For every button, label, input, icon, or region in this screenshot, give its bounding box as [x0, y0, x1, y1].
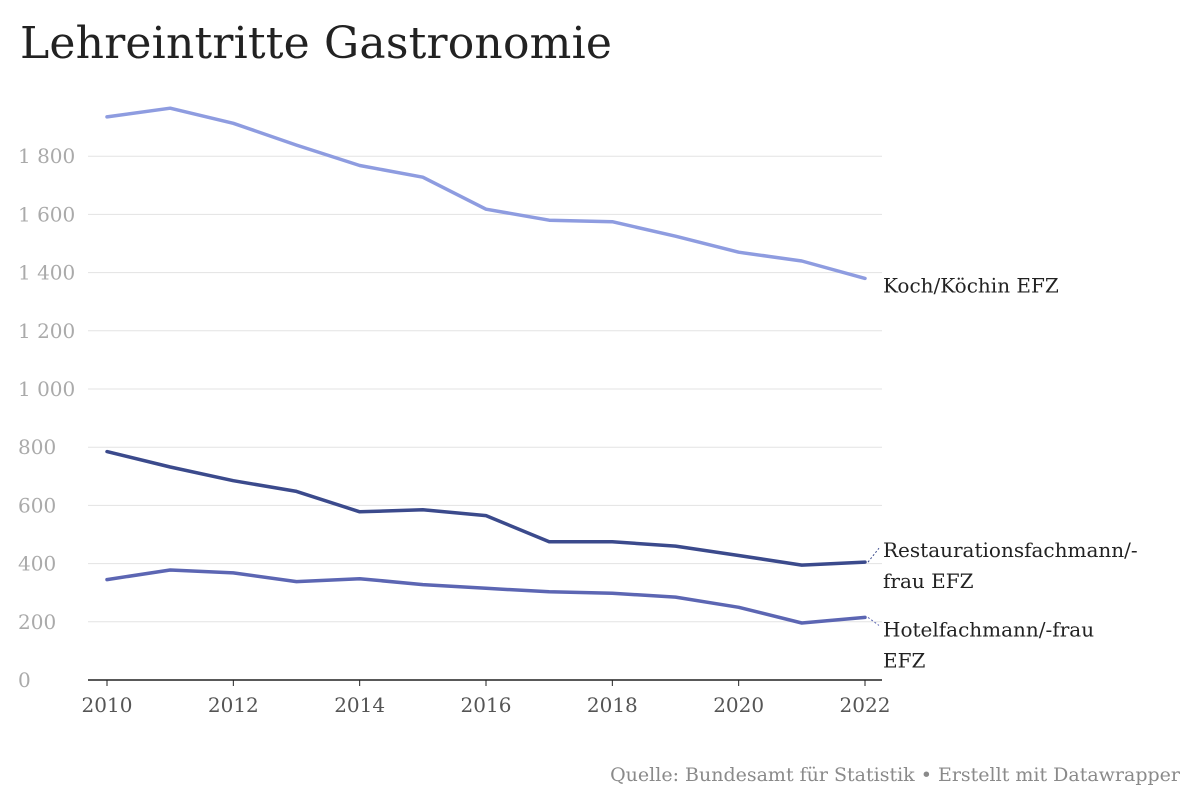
x-axis-ticks: 2010 2012 2014 2016 2018 2020 2022	[82, 680, 891, 717]
chart-title: Lehreintritte Gastronomie	[20, 18, 613, 69]
y-tick-label: 1 400	[18, 261, 75, 285]
x-tick-label: 2020	[713, 693, 764, 717]
series-line-1	[105, 449, 867, 567]
y-tick-label: 200	[18, 610, 56, 634]
gridlines	[88, 155, 882, 681]
series-label: Hotelfachmann/-frau	[883, 617, 1094, 641]
series-label: Restaurationsfachmann/-	[883, 538, 1138, 562]
y-axis-ticks: 0 200 400 600 800 1 000 1 200 1 400 1 600 1 800	[18, 144, 75, 692]
y-tick-label: 1 200	[18, 319, 75, 343]
y-tick-label: 400	[18, 552, 56, 576]
y-tick-label: 600	[18, 493, 56, 517]
label-leader-line	[867, 547, 880, 563]
x-tick-label: 2012	[208, 693, 259, 717]
series-labels: Koch/Köchin EFZ Restaurationsfachmann/- fr…	[867, 273, 1138, 672]
series-lines	[105, 106, 867, 625]
source-footer: Quelle: Bundesamt für Statistik • Erstel…	[610, 764, 1180, 786]
x-tick-label: 2010	[82, 693, 133, 717]
y-tick-label: 1 600	[18, 202, 75, 226]
series-line-0	[105, 106, 867, 281]
x-tick-label: 2016	[461, 693, 512, 717]
x-tick-label: 2014	[334, 693, 385, 717]
y-tick-label: 1 000	[18, 377, 75, 401]
series-label: frau EFZ	[883, 569, 974, 593]
y-tick-label: 0	[18, 668, 31, 692]
series-label: Koch/Köchin EFZ	[883, 273, 1059, 297]
x-tick-label: 2022	[840, 693, 891, 717]
y-tick-label: 1 800	[18, 144, 75, 168]
series-line-2	[105, 568, 867, 625]
x-tick-label: 2018	[587, 693, 638, 717]
series-label: EFZ	[883, 648, 925, 672]
y-tick-label: 800	[18, 435, 56, 459]
